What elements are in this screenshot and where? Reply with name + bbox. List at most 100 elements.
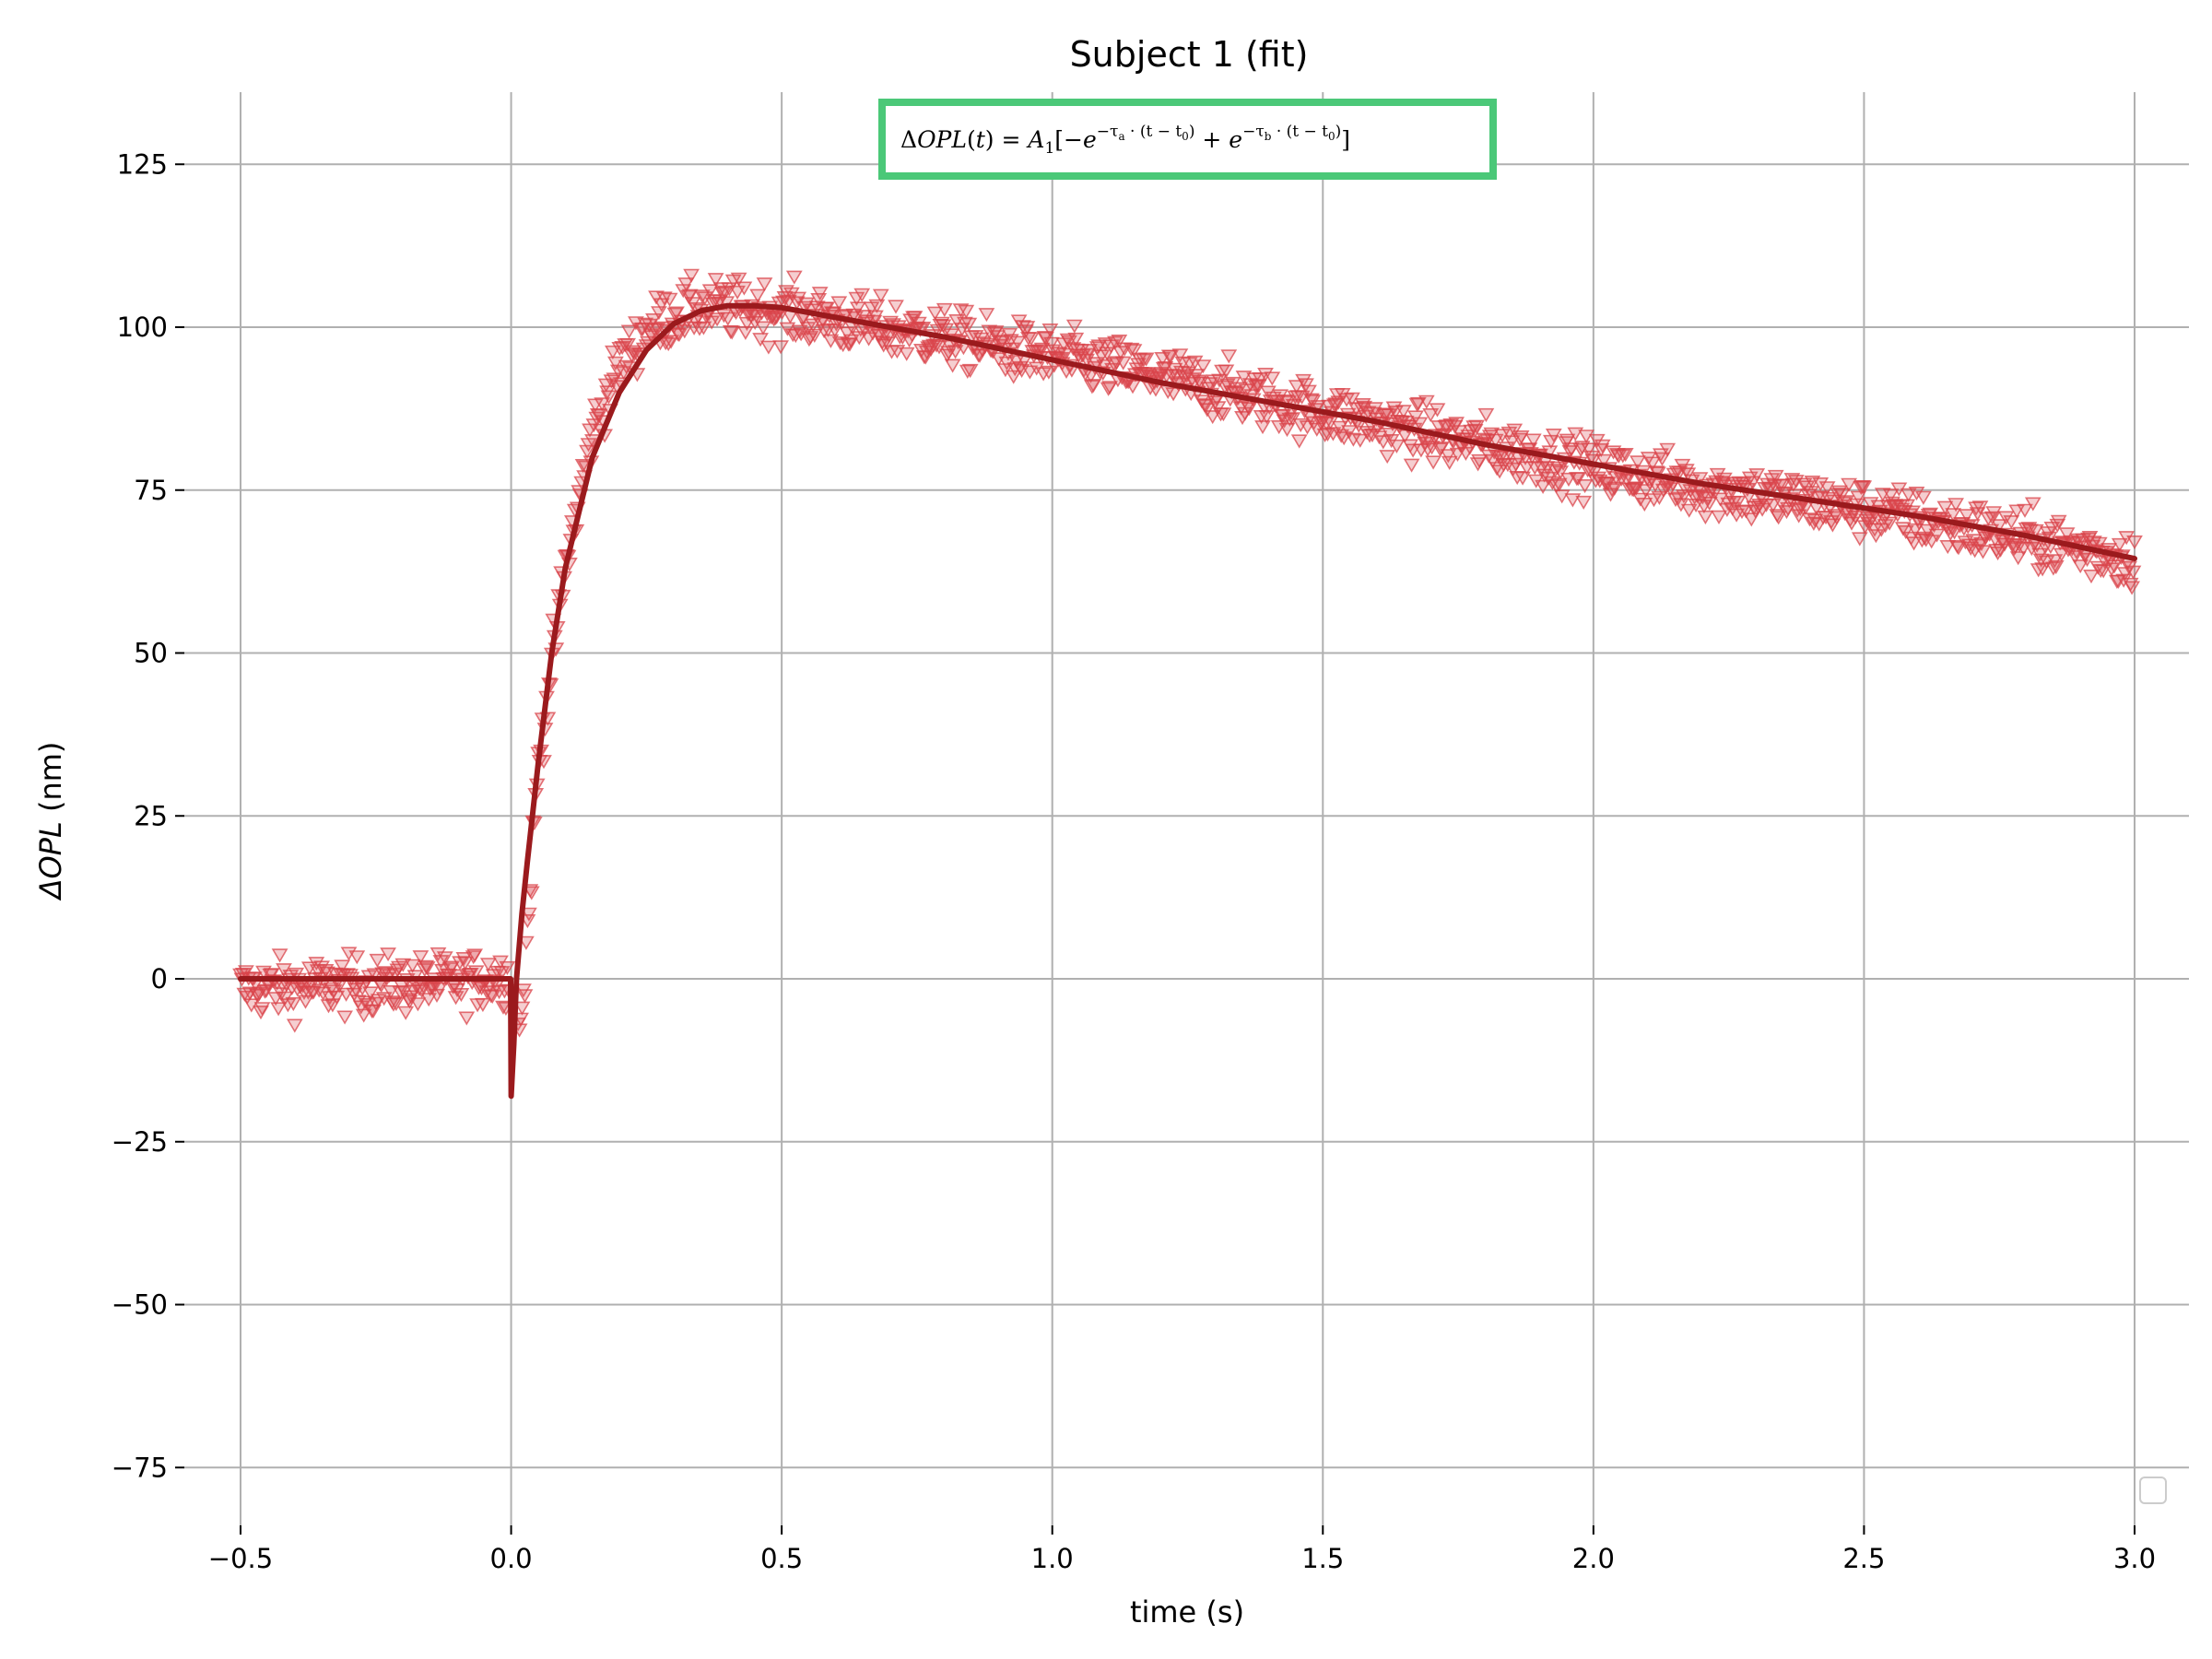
- scatter-point: [348, 950, 366, 965]
- scatter-point: [1056, 347, 1074, 362]
- scatter-markers: [232, 268, 2143, 1038]
- scatter-point: [806, 328, 823, 343]
- scatter-point: [2124, 581, 2141, 595]
- scatter-point: [1545, 429, 1562, 443]
- scatter-point: [1828, 511, 1845, 525]
- scatter-point: [677, 277, 695, 292]
- scatter-point: [1005, 370, 1022, 384]
- scatter-point: [583, 434, 601, 449]
- scatter-point: [1254, 420, 1271, 435]
- scatter-point: [1974, 545, 1992, 559]
- scatter-point: [2009, 551, 2027, 566]
- scatter-point: [1813, 490, 1830, 505]
- scatter-point: [409, 997, 427, 1012]
- scatter-point: [730, 272, 747, 287]
- scatter-point: [1514, 471, 1531, 486]
- scatter-point: [990, 352, 1007, 367]
- scatter-point: [1578, 429, 1595, 444]
- scatter-point: [655, 291, 673, 306]
- scatter-point: [620, 324, 638, 339]
- scatter-point: [960, 317, 978, 332]
- scatter-point: [2103, 562, 2120, 577]
- scatter-point: [1425, 455, 1441, 470]
- y-tick-label: −50: [112, 1289, 168, 1321]
- y-tick-label: 50: [134, 638, 168, 669]
- y-tick-label: −25: [112, 1126, 168, 1158]
- scatter-point: [1636, 498, 1653, 512]
- scatter-point: [1697, 510, 1714, 525]
- scatter-point: [1700, 497, 1718, 512]
- scatter-point: [958, 304, 975, 319]
- scatter-point: [1418, 394, 1435, 409]
- scatter-point: [600, 390, 618, 405]
- scatter-point: [1991, 519, 2007, 534]
- scatter-point: [1471, 453, 1488, 468]
- scatter-point: [1939, 540, 1957, 555]
- scatter-point: [1770, 511, 1787, 525]
- scatter-point: [1288, 380, 1305, 394]
- scatter-point: [1575, 495, 1593, 510]
- scatter-point: [1985, 506, 2003, 521]
- scatter-point: [961, 363, 979, 379]
- y-tick-label: 125: [117, 148, 168, 180]
- scatter-point: [270, 1002, 288, 1017]
- scatter-point: [2027, 524, 2044, 538]
- scatter-point: [1403, 458, 1420, 473]
- scatter-point: [772, 340, 790, 355]
- scatter-point: [1186, 355, 1204, 370]
- scatter-point: [755, 321, 771, 335]
- scatter-point: [1806, 513, 1824, 528]
- scatter-point: [599, 385, 616, 400]
- scatter-point: [431, 982, 448, 996]
- scatter-point: [263, 968, 280, 982]
- scatter-point: [1085, 379, 1102, 394]
- scatter-point: [1171, 348, 1189, 363]
- equation-annotation: ΔOPL(t) = A1[−e−τa · (t − t0) + e−τb · (…: [878, 99, 1497, 180]
- scatter-point: [368, 996, 384, 1011]
- scatter-point: [1680, 503, 1698, 518]
- scatter-point: [2110, 574, 2127, 589]
- scatter-point: [466, 948, 484, 963]
- scatter-point: [1503, 435, 1521, 450]
- scatter-point: [619, 337, 637, 352]
- scatter-point: [872, 288, 889, 303]
- scatter-point: [1218, 364, 1235, 379]
- scatter-point: [1945, 508, 1962, 523]
- scatter-point: [1748, 468, 1766, 483]
- scatter-point: [868, 299, 886, 313]
- y-tick-label: 0: [151, 963, 168, 994]
- scatter-point: [853, 288, 871, 302]
- scatter-point: [397, 1006, 415, 1020]
- scatter-point: [1573, 441, 1591, 455]
- scatter-point: [830, 296, 848, 311]
- scatter-point: [987, 325, 1005, 340]
- scatter-point: [1310, 400, 1327, 415]
- scatter-point: [1165, 387, 1182, 402]
- scatter-point: [1033, 342, 1051, 357]
- scatter-point: [2024, 497, 2041, 512]
- scatter-point: [391, 960, 407, 975]
- scatter-point: [1570, 472, 1587, 487]
- scatter-point: [1653, 452, 1671, 466]
- scatter-point: [518, 935, 535, 950]
- legend-box: [2139, 1477, 2167, 1504]
- scatter-point: [1851, 532, 1868, 547]
- equation-text: ΔOPL(t) = A1[−e−τa · (t − t0) + e−τb · (…: [900, 123, 1350, 158]
- scatter-point: [297, 994, 314, 1009]
- scatter-point: [1716, 472, 1733, 487]
- scatter-point: [1124, 380, 1141, 394]
- scatter-point: [1841, 477, 1858, 492]
- scatter-point: [1440, 449, 1457, 464]
- scatter-point: [1659, 442, 1677, 457]
- scatter-point: [1351, 433, 1369, 448]
- scatter-point: [1065, 319, 1083, 334]
- scatter-point: [1631, 492, 1649, 507]
- scatter-point: [1506, 423, 1524, 438]
- scatter-point: [607, 356, 624, 371]
- y-tick-label: 25: [134, 800, 168, 831]
- scatter-point: [952, 303, 970, 318]
- scatter-point: [1318, 417, 1335, 431]
- scatter-point: [362, 986, 379, 1001]
- scatter-point: [336, 1010, 353, 1025]
